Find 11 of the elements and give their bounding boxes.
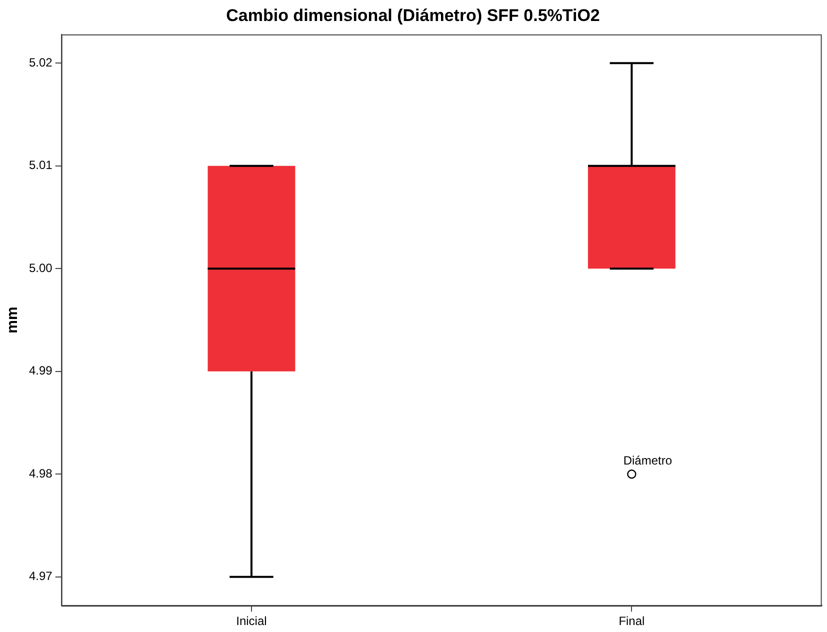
x-tick-label: Final — [618, 614, 645, 628]
y-tick-label: 4.98 — [28, 466, 53, 480]
y-tick-label: 4.97 — [28, 569, 53, 584]
x-tick-label: Inicial — [236, 614, 267, 628]
annotation: Diámetro — [623, 453, 672, 468]
y-tick-label: 4.99 — [28, 364, 53, 378]
y-tick-label: 5.02 — [28, 55, 53, 70]
y-axis-title: mm — [4, 306, 22, 334]
y-tick-label: 5.00 — [28, 260, 53, 275]
chart-title: Cambio dimensional (Diámetro) SFF 0.5%TiO2 — [226, 6, 600, 25]
y-tick-label: 5.01 — [28, 158, 53, 172]
